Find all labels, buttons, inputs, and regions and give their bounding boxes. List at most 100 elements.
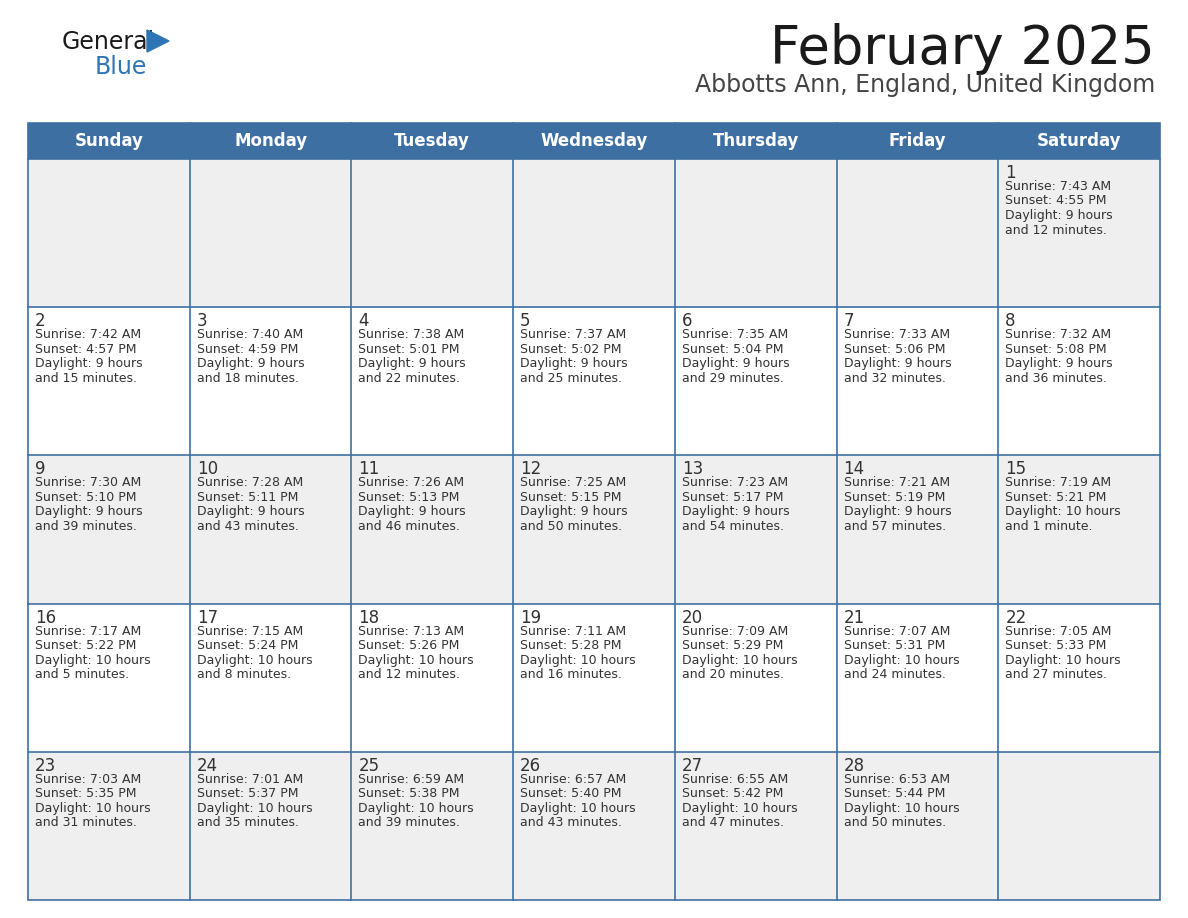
Text: Sunset: 5:38 PM: Sunset: 5:38 PM <box>359 788 460 800</box>
Text: Sunset: 5:40 PM: Sunset: 5:40 PM <box>520 788 621 800</box>
Text: Daylight: 9 hours: Daylight: 9 hours <box>843 357 952 370</box>
Text: Abbotts Ann, England, United Kingdom: Abbotts Ann, England, United Kingdom <box>695 73 1155 97</box>
Bar <box>29 123 190 159</box>
Bar <box>998 455 1159 604</box>
Bar <box>513 308 675 455</box>
Text: 20: 20 <box>682 609 703 627</box>
Text: Sunset: 5:26 PM: Sunset: 5:26 PM <box>359 639 460 652</box>
Text: Sunset: 5:19 PM: Sunset: 5:19 PM <box>843 491 944 504</box>
Text: 27: 27 <box>682 756 703 775</box>
Text: and 16 minutes.: and 16 minutes. <box>520 668 623 681</box>
Text: 14: 14 <box>843 461 865 478</box>
Text: Sunset: 5:33 PM: Sunset: 5:33 PM <box>1005 639 1107 652</box>
Text: Sunset: 5:13 PM: Sunset: 5:13 PM <box>359 491 460 504</box>
Text: Daylight: 10 hours: Daylight: 10 hours <box>1005 654 1121 666</box>
Text: Daylight: 10 hours: Daylight: 10 hours <box>34 801 151 815</box>
Text: Sunset: 5:17 PM: Sunset: 5:17 PM <box>682 491 783 504</box>
Text: 3: 3 <box>197 312 208 330</box>
Text: 12: 12 <box>520 461 542 478</box>
Text: Sunrise: 7:17 AM: Sunrise: 7:17 AM <box>34 624 141 638</box>
Text: Sunrise: 7:01 AM: Sunrise: 7:01 AM <box>197 773 303 786</box>
Bar <box>513 455 675 604</box>
Text: Daylight: 9 hours: Daylight: 9 hours <box>520 357 627 370</box>
Bar <box>998 604 1159 752</box>
Text: Daylight: 9 hours: Daylight: 9 hours <box>197 357 304 370</box>
Text: 15: 15 <box>1005 461 1026 478</box>
Text: Blue: Blue <box>95 55 147 79</box>
Text: 7: 7 <box>843 312 854 330</box>
Text: Sunset: 5:11 PM: Sunset: 5:11 PM <box>197 491 298 504</box>
Text: 24: 24 <box>197 756 217 775</box>
Text: Daylight: 9 hours: Daylight: 9 hours <box>359 506 466 519</box>
Bar <box>29 455 190 604</box>
Bar <box>836 159 998 308</box>
Text: Daylight: 9 hours: Daylight: 9 hours <box>682 357 790 370</box>
Text: Sunrise: 7:30 AM: Sunrise: 7:30 AM <box>34 476 141 489</box>
Text: Saturday: Saturday <box>1037 132 1121 150</box>
Bar <box>836 604 998 752</box>
Bar <box>190 159 352 308</box>
Text: and 54 minutes.: and 54 minutes. <box>682 520 784 533</box>
Text: Daylight: 10 hours: Daylight: 10 hours <box>682 801 797 815</box>
Text: 16: 16 <box>34 609 56 627</box>
Bar <box>836 123 998 159</box>
Text: Wednesday: Wednesday <box>541 132 647 150</box>
Text: and 46 minutes.: and 46 minutes. <box>359 520 460 533</box>
Text: Daylight: 9 hours: Daylight: 9 hours <box>682 506 790 519</box>
Text: 21: 21 <box>843 609 865 627</box>
Text: and 43 minutes.: and 43 minutes. <box>520 816 623 829</box>
Text: 9: 9 <box>34 461 45 478</box>
Text: Sunset: 5:22 PM: Sunset: 5:22 PM <box>34 639 137 652</box>
Text: 11: 11 <box>359 461 380 478</box>
Text: 23: 23 <box>34 756 56 775</box>
Text: and 18 minutes.: and 18 minutes. <box>197 372 298 385</box>
Text: Sunset: 5:21 PM: Sunset: 5:21 PM <box>1005 491 1107 504</box>
Text: Sunrise: 7:35 AM: Sunrise: 7:35 AM <box>682 329 788 341</box>
Text: Sunrise: 7:38 AM: Sunrise: 7:38 AM <box>359 329 465 341</box>
Text: Sunrise: 7:40 AM: Sunrise: 7:40 AM <box>197 329 303 341</box>
Text: Daylight: 9 hours: Daylight: 9 hours <box>520 506 627 519</box>
Text: Sunset: 5:24 PM: Sunset: 5:24 PM <box>197 639 298 652</box>
Text: Daylight: 9 hours: Daylight: 9 hours <box>34 357 143 370</box>
Text: Sunset: 5:15 PM: Sunset: 5:15 PM <box>520 491 621 504</box>
Bar <box>513 752 675 900</box>
Text: and 27 minutes.: and 27 minutes. <box>1005 668 1107 681</box>
Text: Tuesday: Tuesday <box>394 132 470 150</box>
Text: Sunrise: 7:23 AM: Sunrise: 7:23 AM <box>682 476 788 489</box>
Text: Sunrise: 7:32 AM: Sunrise: 7:32 AM <box>1005 329 1112 341</box>
Text: Daylight: 10 hours: Daylight: 10 hours <box>520 801 636 815</box>
Text: and 43 minutes.: and 43 minutes. <box>197 520 298 533</box>
Text: Daylight: 10 hours: Daylight: 10 hours <box>34 654 151 666</box>
Text: and 20 minutes.: and 20 minutes. <box>682 668 784 681</box>
Text: Sunrise: 7:37 AM: Sunrise: 7:37 AM <box>520 329 626 341</box>
Text: 26: 26 <box>520 756 542 775</box>
Text: Daylight: 10 hours: Daylight: 10 hours <box>843 654 959 666</box>
Text: and 22 minutes.: and 22 minutes. <box>359 372 460 385</box>
Text: and 1 minute.: and 1 minute. <box>1005 520 1093 533</box>
Bar <box>29 752 190 900</box>
Bar <box>352 308 513 455</box>
Bar <box>998 159 1159 308</box>
Bar <box>675 455 836 604</box>
Bar <box>675 604 836 752</box>
Text: and 25 minutes.: and 25 minutes. <box>520 372 623 385</box>
Text: 5: 5 <box>520 312 531 330</box>
Text: 13: 13 <box>682 461 703 478</box>
Text: and 50 minutes.: and 50 minutes. <box>520 520 623 533</box>
Text: Sunrise: 7:03 AM: Sunrise: 7:03 AM <box>34 773 141 786</box>
Text: Sunset: 5:02 PM: Sunset: 5:02 PM <box>520 342 621 355</box>
Text: Sunrise: 6:59 AM: Sunrise: 6:59 AM <box>359 773 465 786</box>
Text: Sunset: 5:29 PM: Sunset: 5:29 PM <box>682 639 783 652</box>
Bar <box>513 123 675 159</box>
Text: Sunset: 4:57 PM: Sunset: 4:57 PM <box>34 342 137 355</box>
Text: Sunrise: 7:19 AM: Sunrise: 7:19 AM <box>1005 476 1112 489</box>
Text: and 8 minutes.: and 8 minutes. <box>197 668 291 681</box>
Text: Daylight: 10 hours: Daylight: 10 hours <box>359 654 474 666</box>
Text: Daylight: 9 hours: Daylight: 9 hours <box>34 506 143 519</box>
Text: Daylight: 9 hours: Daylight: 9 hours <box>1005 209 1113 222</box>
Text: 1: 1 <box>1005 164 1016 182</box>
Bar <box>675 123 836 159</box>
Text: Sunrise: 7:33 AM: Sunrise: 7:33 AM <box>843 329 949 341</box>
Text: 22: 22 <box>1005 609 1026 627</box>
Text: Sunday: Sunday <box>75 132 144 150</box>
